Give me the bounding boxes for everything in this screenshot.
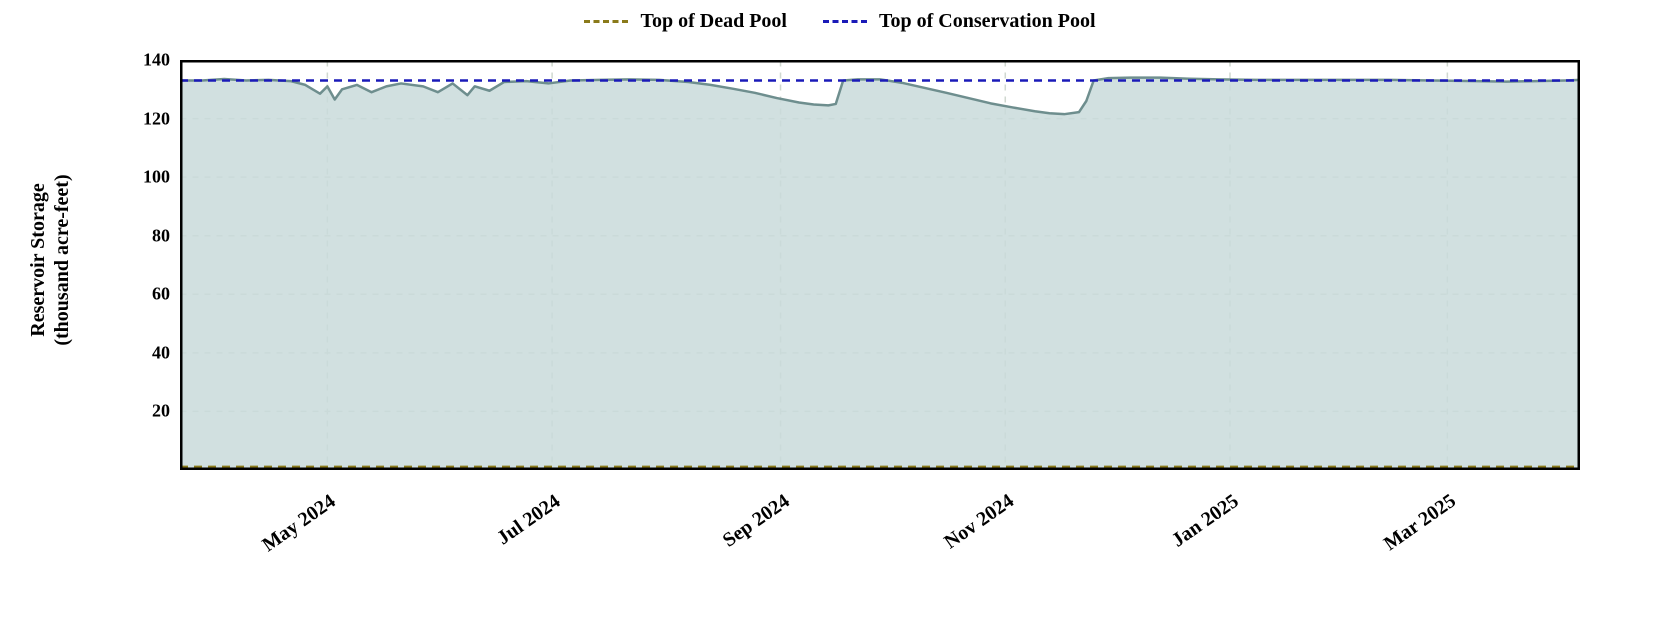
y-tick-label: 100 [110, 167, 170, 188]
y-axis-label-line2: (thousand acre-feet) [50, 174, 74, 345]
x-tick-label: Nov 2024 [941, 490, 1019, 554]
x-tick-label: Jul 2024 [493, 490, 565, 550]
y-tick-label: 20 [110, 401, 170, 422]
plot-area [180, 60, 1580, 470]
y-tick-label: 140 [110, 50, 170, 71]
y-tick-label: 40 [110, 342, 170, 363]
y-axis-label: Reservoir Storage (thousand acre-feet) [26, 174, 74, 345]
storage-area [180, 78, 1580, 470]
legend-item-conservation-pool: Top of Conservation Pool [823, 10, 1096, 33]
chart-container: Top of Dead Pool Top of Conservation Pool… [0, 0, 1680, 630]
legend-swatch [584, 20, 628, 23]
x-tick-label: Sep 2024 [718, 490, 794, 553]
x-tick-label: Jan 2025 [1168, 490, 1244, 553]
legend-swatch [823, 20, 867, 23]
legend-item-dead-pool: Top of Dead Pool [584, 10, 787, 33]
plot-svg [180, 60, 1580, 470]
legend-label: Top of Dead Pool [640, 10, 787, 33]
y-axis-label-line1: Reservoir Storage [27, 183, 49, 336]
y-tick-label: 60 [110, 284, 170, 305]
y-tick-label: 120 [110, 108, 170, 129]
x-tick-label: May 2024 [259, 490, 341, 557]
x-tick-label: Mar 2025 [1380, 490, 1461, 556]
y-tick-label: 80 [110, 225, 170, 246]
legend: Top of Dead Pool Top of Conservation Pool [0, 0, 1680, 33]
legend-label: Top of Conservation Pool [879, 10, 1096, 33]
